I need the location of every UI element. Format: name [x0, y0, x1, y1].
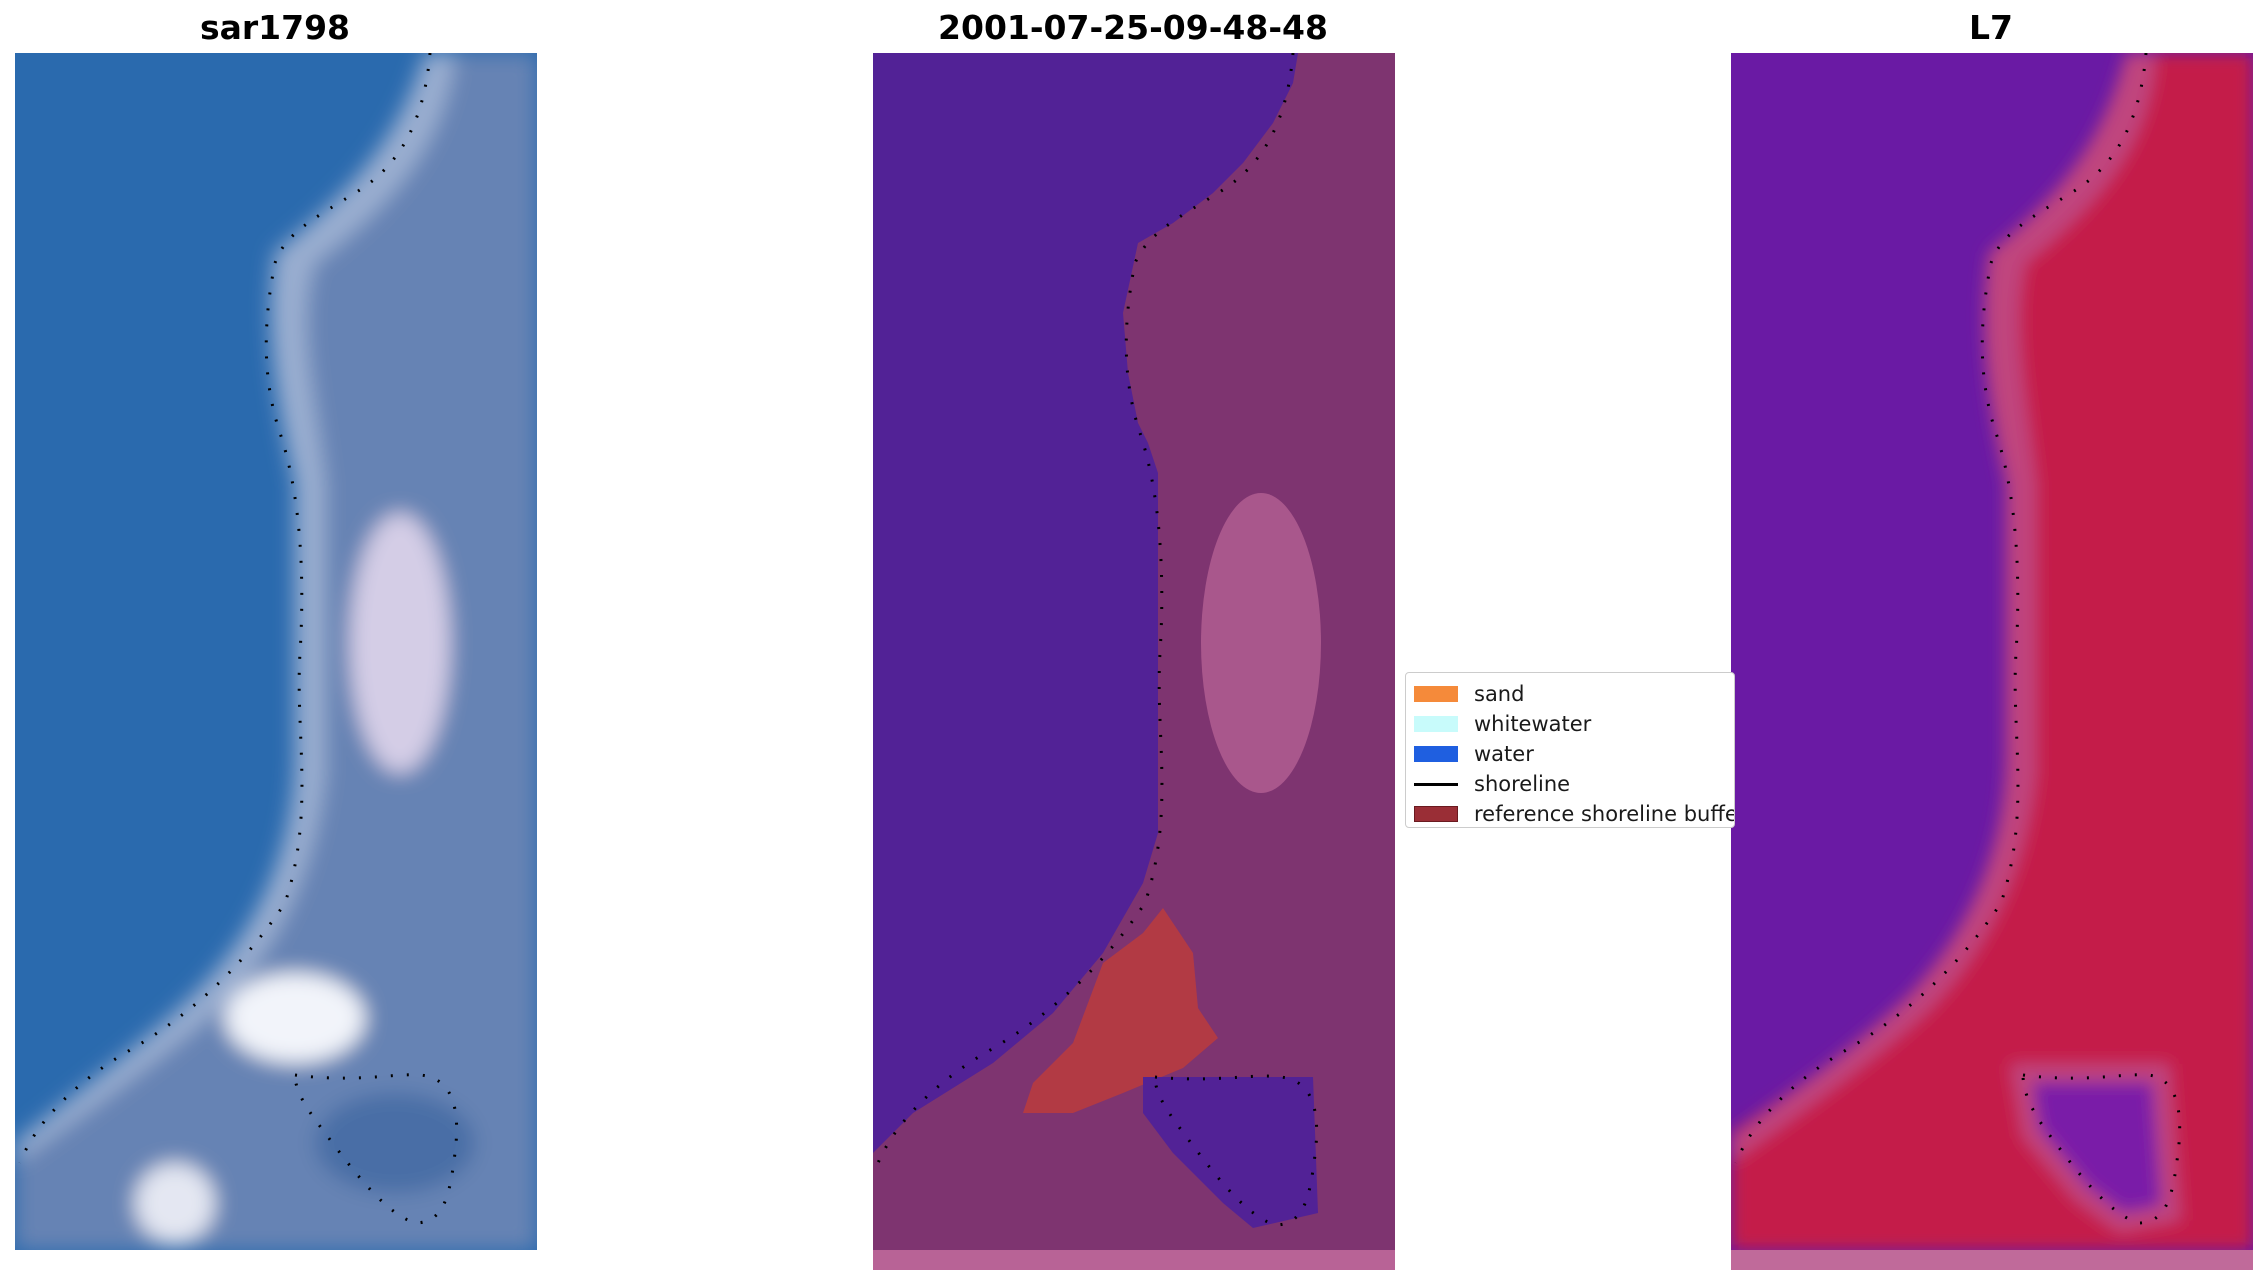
- legend-item-water: water: [1406, 739, 1734, 769]
- rgb-sand-patch: [350, 513, 450, 773]
- legend: sand whitewater water shoreline referenc…: [1405, 672, 1735, 828]
- classified-image-panel: [873, 53, 1395, 1270]
- legend-item-shoreline: shoreline: [1406, 769, 1734, 799]
- rgb-land-region: [15, 53, 537, 1250]
- legend-swatch-whitewater: [1414, 716, 1458, 732]
- classified-buffer-patch: [1023, 908, 1218, 1113]
- legend-item-reference-buffer: reference shoreline buffe: [1406, 799, 1735, 827]
- rgb-image-panel: [15, 53, 537, 1250]
- legend-label-reference-buffer: reference shoreline buffe: [1474, 802, 1735, 826]
- legend-label-whitewater: whitewater: [1474, 712, 1592, 736]
- legend-label-water: water: [1474, 742, 1534, 766]
- index-lagoon: [2021, 1073, 2171, 1223]
- panel-title-index: L7: [1969, 8, 2013, 47]
- classified-bottom-strip: [873, 1250, 1395, 1270]
- rgb-beach-strip: [15, 53, 455, 1163]
- panel-title-classified: 2001-07-25-09-48-48: [938, 8, 1328, 47]
- index-land-region: [1731, 53, 2253, 1250]
- legend-label-sand: sand: [1474, 682, 1525, 706]
- index-edge-band: [1731, 53, 2156, 1163]
- panel-title-rgb: sar1798: [199, 8, 351, 47]
- legend-swatch-water: [1414, 746, 1458, 762]
- legend-label-shoreline: shoreline: [1474, 772, 1571, 796]
- classified-pink-patch: [1201, 493, 1321, 793]
- legend-swatch-reference-buffer: [1414, 806, 1458, 822]
- legend-swatch-sand: [1414, 686, 1458, 702]
- legend-item-whitewater: whitewater: [1406, 709, 1734, 739]
- legend-item-sand: sand: [1406, 679, 1734, 709]
- index-bottom-strip: [1731, 1250, 2253, 1270]
- classified-lagoon: [1143, 1077, 1318, 1228]
- legend-swatch-shoreline: [1414, 783, 1458, 786]
- index-image-panel: [1731, 53, 2253, 1270]
- classified-land-region: [873, 53, 1395, 1250]
